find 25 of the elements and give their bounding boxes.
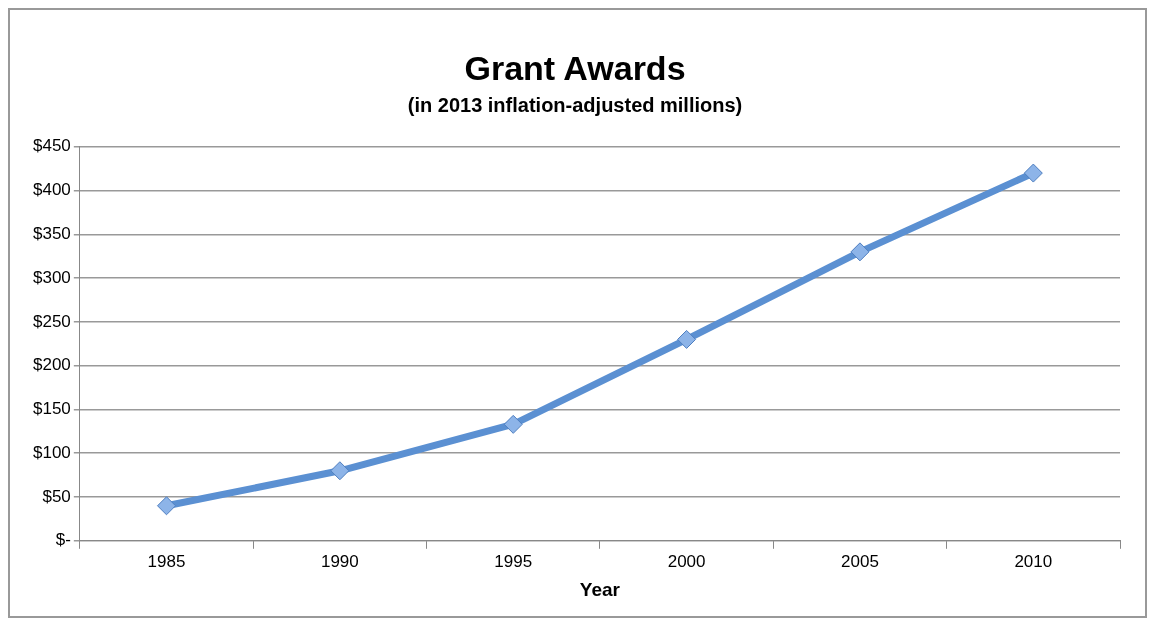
x-tick-label: 1995 xyxy=(494,551,533,571)
y-tick-label: $450 xyxy=(32,136,71,156)
point xyxy=(157,496,176,516)
y-tick-label: $250 xyxy=(32,311,71,331)
x-tick-label: 2005 xyxy=(841,551,879,571)
x-tick-label: 1985 xyxy=(147,551,186,571)
y-tick-label: $- xyxy=(55,530,71,550)
point xyxy=(677,329,697,349)
y-tick-label: $100 xyxy=(32,442,71,462)
y-tick-label: $400 xyxy=(32,180,71,200)
point xyxy=(503,414,523,434)
point xyxy=(330,461,350,481)
y-tick-label: $150 xyxy=(32,399,71,419)
y-tick-label: $350 xyxy=(32,224,71,244)
y-tick-label: $300 xyxy=(32,267,71,287)
y-tick-label: $200 xyxy=(32,355,71,375)
chart-subtitle: (in 2013 inflation-adjusted millions) xyxy=(407,94,743,117)
point xyxy=(850,242,870,262)
y-tick-label: $50 xyxy=(42,486,71,506)
point xyxy=(1023,163,1043,183)
x-tick-label: 2010 xyxy=(1014,551,1053,571)
chart-title: Grant Awards xyxy=(464,48,686,87)
x-tick-label: 2000 xyxy=(667,551,706,571)
x-tick-label: 1990 xyxy=(320,551,359,571)
x-axis-title: Year xyxy=(579,578,621,600)
